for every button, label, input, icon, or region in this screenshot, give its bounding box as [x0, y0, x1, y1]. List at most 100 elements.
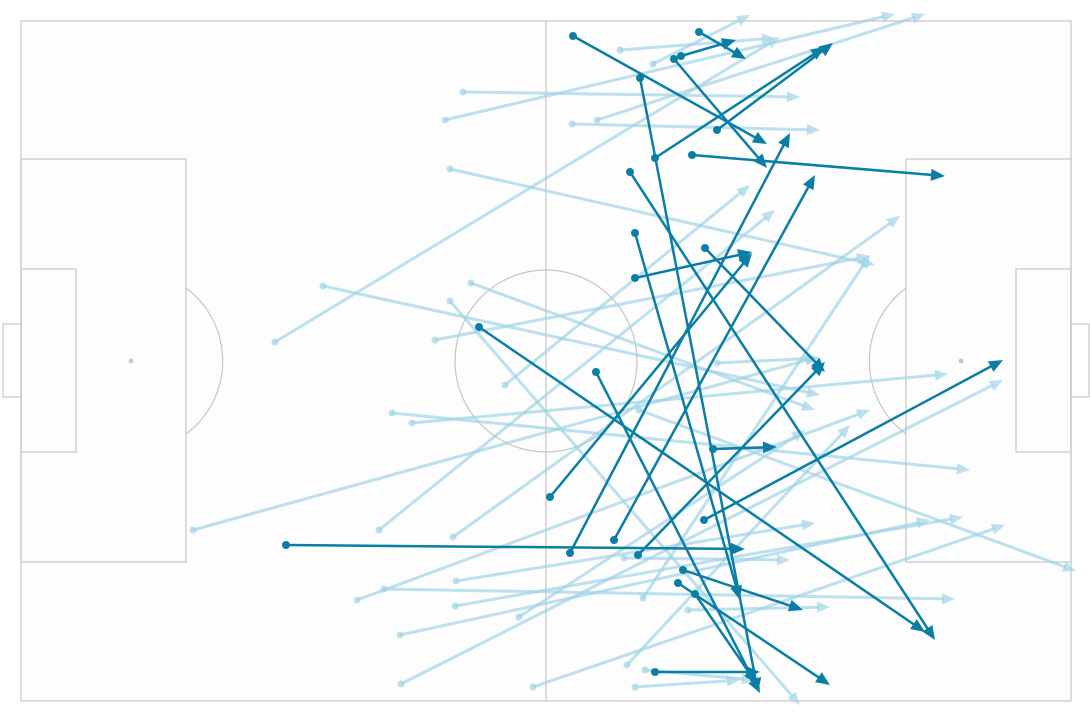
pass-origin — [446, 297, 454, 305]
pass-line — [628, 171, 930, 631]
pass-line — [391, 411, 960, 471]
pass-line — [716, 357, 810, 365]
pass-line — [448, 300, 794, 698]
centre-circle — [454, 269, 638, 453]
pass-origin — [446, 165, 454, 173]
pass-origin — [610, 536, 618, 544]
pass-arrowhead — [934, 369, 948, 381]
pass-arrowhead — [746, 666, 760, 678]
pass-origin — [593, 116, 601, 124]
pass-arrowhead — [816, 601, 830, 613]
pass-arrowhead — [778, 133, 790, 149]
pass-arrowhead — [1061, 561, 1076, 572]
pass-line — [638, 408, 1067, 569]
pass-arrowhead — [809, 47, 825, 60]
pass-origin — [639, 594, 647, 602]
pass-line — [691, 153, 934, 177]
pass-line — [682, 568, 793, 608]
pass-line — [704, 247, 818, 365]
pass-arrowhead — [737, 249, 752, 261]
pass-arrowhead — [762, 441, 777, 454]
pass-arrowhead — [787, 691, 800, 705]
pass-line — [478, 325, 916, 627]
pass-arrowhead — [810, 362, 825, 377]
pass-origin — [449, 533, 457, 541]
pass-arrowhead — [956, 463, 970, 475]
pass-origin — [568, 120, 576, 128]
pass-line — [192, 358, 808, 532]
pass-arrowhead — [886, 216, 900, 229]
pass-origin — [592, 368, 600, 376]
pass-line — [693, 593, 752, 675]
pass-arrowhead — [802, 175, 815, 191]
pass-arrowhead — [815, 672, 830, 685]
pass-arrowhead — [856, 253, 870, 264]
pass-line — [455, 523, 805, 583]
pass-origin — [616, 46, 624, 54]
pass-arrowhead — [806, 124, 820, 136]
pass-line — [698, 30, 737, 55]
pass-arrowhead — [800, 400, 815, 411]
pass-origin — [641, 666, 649, 674]
pass-arrowhead — [910, 12, 925, 24]
pass-line — [400, 383, 994, 686]
pass-line — [444, 15, 885, 122]
penalty-arc — [185, 287, 224, 435]
pass-arrowhead — [930, 168, 945, 181]
pass-arrowhead — [751, 131, 767, 144]
pass-arrowhead — [801, 519, 815, 531]
pass-origin — [375, 526, 383, 534]
pass-line — [612, 184, 811, 541]
pass-origin — [631, 229, 639, 237]
pass-line — [596, 15, 915, 122]
pass-line — [285, 543, 734, 551]
pass-origin — [709, 445, 717, 453]
pass-origin — [620, 554, 628, 562]
pass-arrowhead — [726, 675, 740, 687]
pass-line — [594, 371, 756, 683]
pass-origin — [674, 579, 682, 587]
pass-origin — [459, 88, 467, 96]
pitch — [2, 20, 1090, 702]
pass-origin — [651, 668, 659, 676]
pass-origin — [515, 613, 523, 621]
penalty-spot — [958, 358, 964, 364]
pass-line — [518, 434, 797, 619]
pass-origin — [282, 541, 290, 549]
pass-origin — [679, 566, 687, 574]
penalty-arc — [868, 287, 907, 435]
pass-arrowhead — [855, 409, 870, 420]
pass-origin — [388, 409, 396, 417]
pass-origin — [467, 279, 475, 287]
pass-line — [623, 556, 780, 562]
pass-arrowhead — [858, 255, 870, 269]
pass-origin — [634, 551, 642, 559]
pass-origin — [713, 359, 721, 367]
pass-line — [378, 215, 768, 532]
pass-origin — [670, 55, 678, 63]
pass-origin — [380, 585, 388, 593]
pass-origin — [631, 274, 639, 282]
pass-origin — [408, 419, 416, 427]
pass-line — [411, 373, 938, 425]
pass-origin — [695, 28, 703, 36]
pass-origin — [431, 336, 439, 344]
pass-line — [434, 256, 860, 342]
pass-arrowhead — [988, 380, 1003, 391]
pass-origin — [271, 338, 279, 346]
pass-line — [652, 18, 741, 66]
pass-origin — [319, 282, 327, 290]
pass-line — [637, 369, 818, 556]
pass-line — [462, 90, 790, 99]
pass-arrowhead — [735, 15, 750, 26]
pass-origin — [189, 526, 197, 534]
pass-line — [470, 281, 806, 408]
pass-origin — [441, 116, 449, 124]
pass-origin — [636, 74, 644, 82]
goal — [2, 323, 22, 398]
pass-line — [673, 58, 761, 160]
pass-arrowhead — [730, 542, 745, 555]
pass-arrowhead — [787, 599, 803, 612]
pass-line — [549, 261, 746, 498]
pass-origin — [688, 151, 696, 159]
